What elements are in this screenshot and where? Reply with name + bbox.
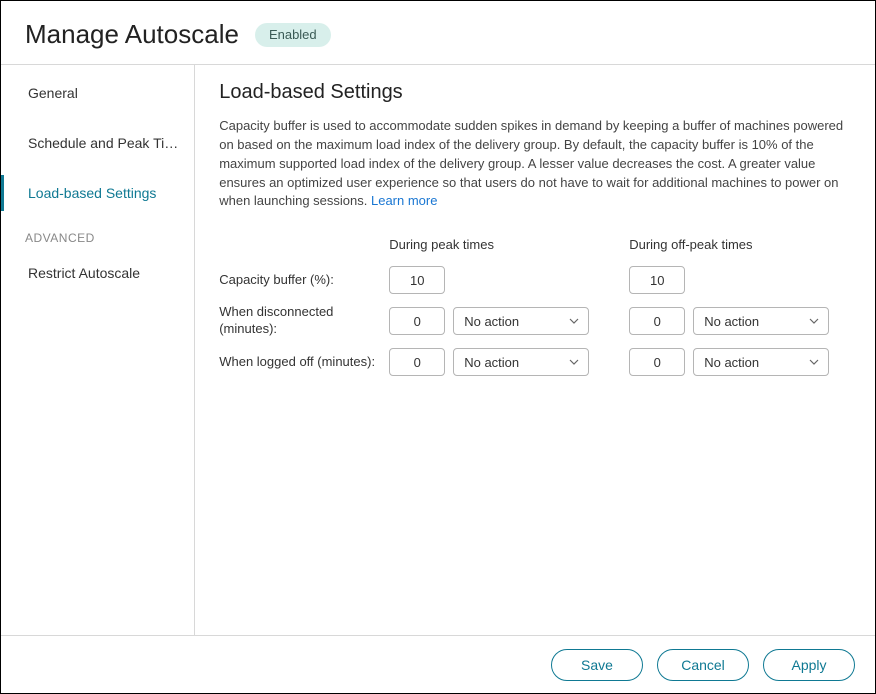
dialog-footer: Save Cancel Apply (1, 635, 875, 693)
chevron-down-icon (808, 315, 820, 327)
sidebar-heading-advanced: ADVANCED (1, 225, 194, 251)
row-label-disconnected: When disconnected (minutes): (219, 304, 389, 338)
settings-grid: During peak times During off-peak times … (219, 237, 851, 376)
disconnected-peak-input[interactable] (389, 307, 445, 335)
dialog-body: General Schedule and Peak Ti… Load-based… (1, 65, 875, 635)
status-badge: Enabled (255, 23, 331, 47)
loggedoff-offpeak-select-value: No action (704, 355, 759, 370)
content-description: Capacity buffer is used to accommodate s… (219, 117, 851, 211)
sidebar-item-restrict[interactable]: Restrict Autoscale (1, 255, 194, 291)
disconnected-offpeak-select[interactable]: No action (693, 307, 829, 335)
learn-more-link[interactable]: Learn more (371, 193, 437, 208)
loggedoff-offpeak-input[interactable] (629, 348, 685, 376)
row-label-capacity: Capacity buffer (%): (219, 272, 389, 289)
column-header-peak: During peak times (389, 237, 589, 256)
dialog-header: Manage Autoscale Enabled (1, 1, 875, 64)
disconnected-peak-select[interactable]: No action (453, 307, 589, 335)
cancel-button[interactable]: Cancel (657, 649, 749, 681)
description-text: Capacity buffer is used to accommodate s… (219, 118, 843, 208)
chevron-down-icon (568, 315, 580, 327)
sidebar-item-schedule[interactable]: Schedule and Peak Ti… (1, 125, 194, 161)
sidebar-item-load-based[interactable]: Load-based Settings (1, 175, 194, 211)
disconnected-offpeak-select-value: No action (704, 314, 759, 329)
row-label-loggedoff: When logged off (minutes): (219, 354, 389, 371)
page-title: Manage Autoscale (25, 19, 239, 50)
loggedoff-peak-select[interactable]: No action (453, 348, 589, 376)
capacity-peak-input[interactable] (389, 266, 445, 294)
sidebar-item-general[interactable]: General (1, 75, 194, 111)
sidebar: General Schedule and Peak Ti… Load-based… (1, 65, 195, 635)
column-header-offpeak: During off-peak times (629, 237, 829, 256)
loggedoff-peak-select-value: No action (464, 355, 519, 370)
content-title: Load-based Settings (219, 81, 851, 104)
loggedoff-offpeak-cell: No action (629, 348, 829, 376)
save-button[interactable]: Save (551, 649, 643, 681)
chevron-down-icon (568, 356, 580, 368)
loggedoff-peak-cell: No action (389, 348, 589, 376)
disconnected-peak-select-value: No action (464, 314, 519, 329)
disconnected-offpeak-input[interactable] (629, 307, 685, 335)
chevron-down-icon (808, 356, 820, 368)
disconnected-peak-cell: No action (389, 307, 589, 335)
capacity-offpeak-cell (629, 266, 829, 294)
capacity-offpeak-input[interactable] (629, 266, 685, 294)
content-panel: Load-based Settings Capacity buffer is u… (195, 65, 875, 635)
disconnected-offpeak-cell: No action (629, 307, 829, 335)
capacity-peak-cell (389, 266, 589, 294)
apply-button[interactable]: Apply (763, 649, 855, 681)
loggedoff-offpeak-select[interactable]: No action (693, 348, 829, 376)
dialog-window: Manage Autoscale Enabled General Schedul… (0, 0, 876, 694)
loggedoff-peak-input[interactable] (389, 348, 445, 376)
